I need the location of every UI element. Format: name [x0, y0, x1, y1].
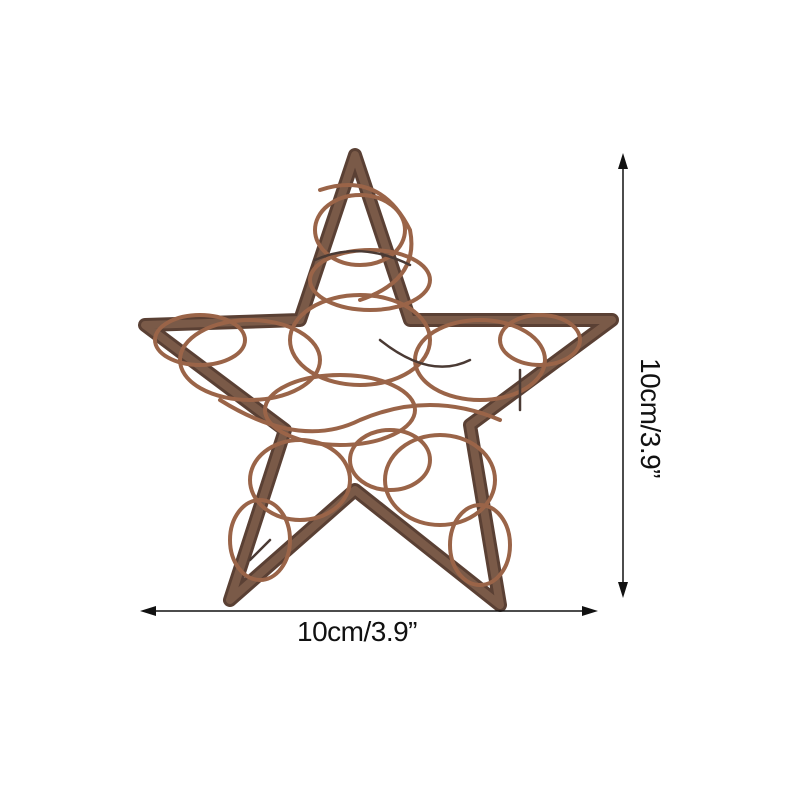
width-label: 10cm/3.9” — [297, 616, 418, 647]
height-label: 10cm/3.9” — [635, 358, 666, 478]
star-frame-inner — [141, 151, 616, 609]
rattan-star — [138, 148, 619, 612]
height-dimension-arrow — [618, 153, 628, 598]
width-dimension-arrow — [140, 606, 598, 616]
vine-wraps — [153, 183, 582, 587]
